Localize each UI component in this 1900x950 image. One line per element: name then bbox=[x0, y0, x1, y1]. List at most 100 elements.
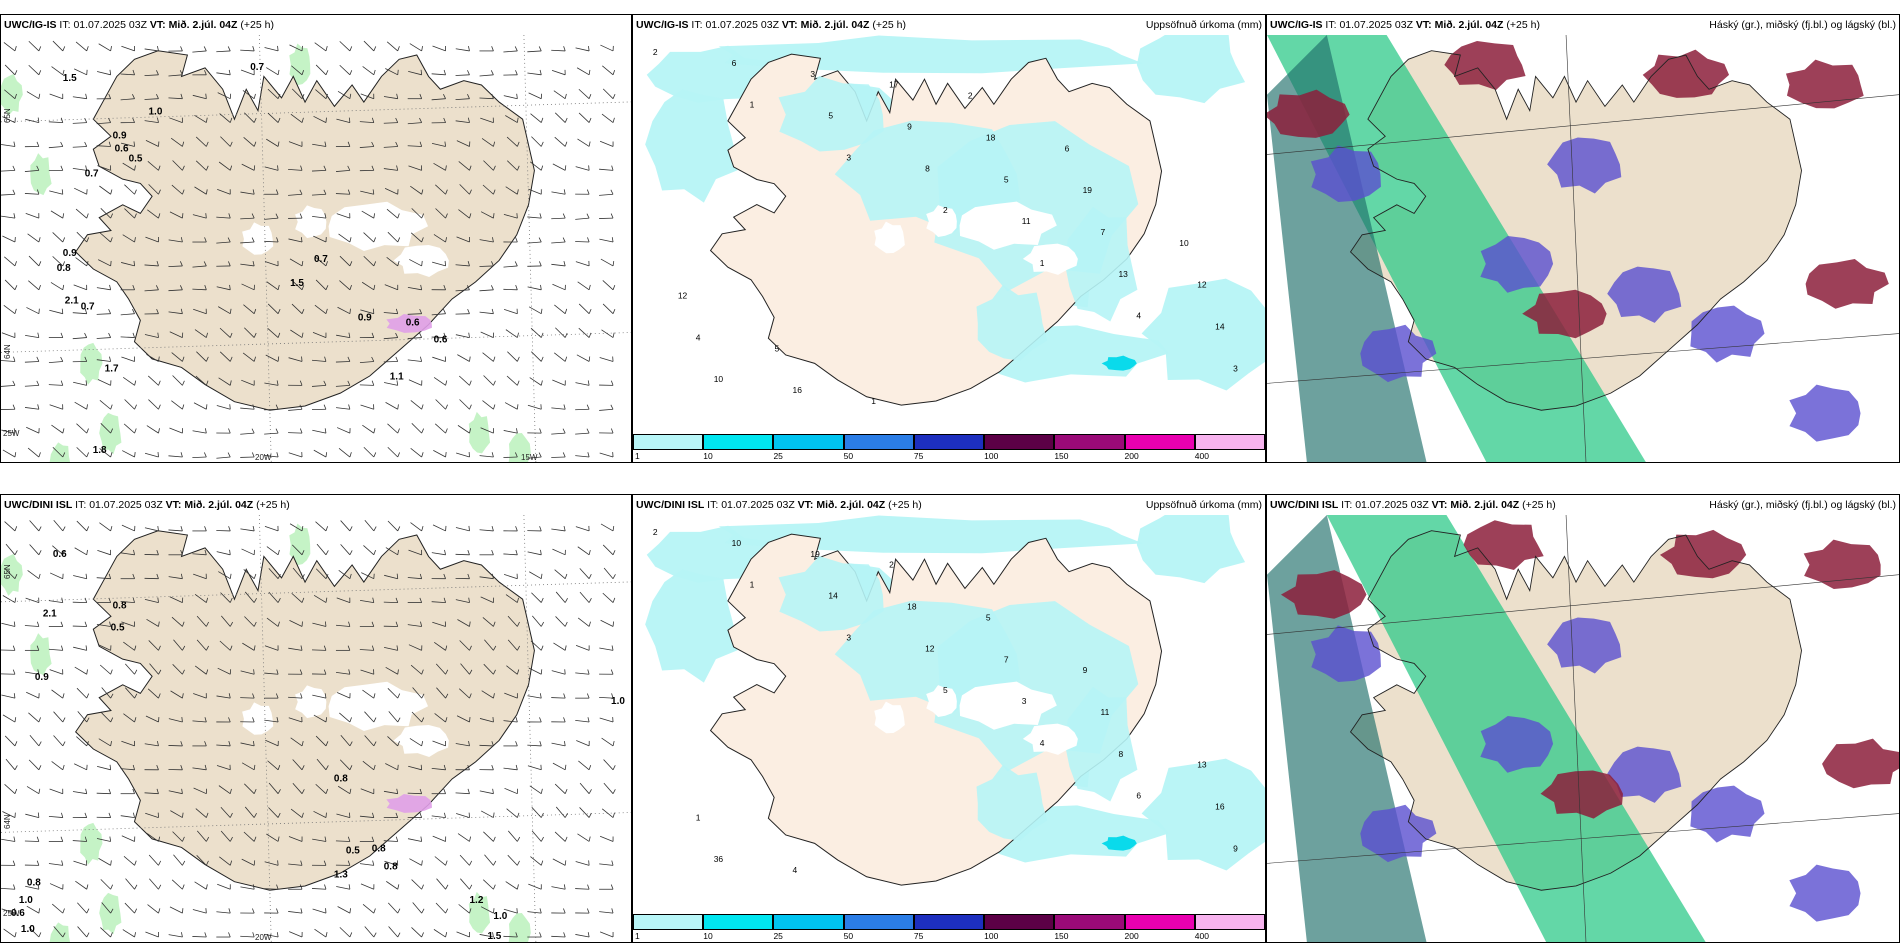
wind-barb-flag bbox=[253, 93, 256, 99]
wind-value-label: 0.9 bbox=[35, 672, 49, 683]
wind-barb bbox=[599, 911, 614, 914]
precip-colorbar: 1 10 25 50 75 100 150 200 400 bbox=[633, 432, 1265, 462]
wind-barb bbox=[384, 188, 398, 195]
wind-barb-flag bbox=[397, 428, 400, 434]
wind-barb bbox=[362, 424, 375, 434]
wind-barb-flag bbox=[62, 526, 66, 532]
wind-barb bbox=[172, 160, 183, 171]
wind-barb-flag bbox=[86, 46, 89, 52]
wind-barb-flag bbox=[371, 356, 375, 362]
wind-barb bbox=[504, 692, 518, 699]
colorbar-swatch bbox=[984, 914, 1055, 930]
wind-barb bbox=[172, 375, 183, 386]
wind-barb bbox=[148, 640, 159, 651]
wind-barb bbox=[387, 423, 399, 434]
wind-barb-flag bbox=[612, 812, 615, 818]
wind-barb bbox=[433, 377, 446, 386]
wind-barb-flag bbox=[612, 550, 616, 555]
wind-barb-flag bbox=[86, 932, 90, 938]
wind-barb bbox=[555, 616, 566, 627]
wind-barb-flag bbox=[325, 526, 329, 532]
wind-barb bbox=[527, 765, 542, 771]
wind-barb-flag bbox=[349, 932, 353, 938]
wind-barb bbox=[529, 161, 542, 171]
light-precip-area bbox=[1, 73, 23, 116]
wind-barb-flag bbox=[14, 452, 17, 458]
colorbar-tick-label: 25 bbox=[773, 931, 783, 941]
glacier-area bbox=[1022, 723, 1078, 755]
wind-barb-flag bbox=[300, 693, 303, 699]
wind-barb bbox=[527, 744, 542, 747]
wind-barb-flag bbox=[275, 693, 279, 699]
wind-barb-flag bbox=[14, 285, 18, 290]
wind-barb-flag bbox=[396, 573, 399, 579]
wind-barb bbox=[531, 136, 542, 147]
wind-barb-flag bbox=[36, 645, 40, 651]
wind-barb-flag bbox=[372, 597, 375, 603]
wind-barb-flag bbox=[588, 69, 591, 75]
wind-barb bbox=[96, 766, 111, 771]
wind-barb bbox=[4, 784, 16, 794]
wind-barb-flag bbox=[12, 404, 16, 410]
glacier-area bbox=[328, 201, 429, 251]
wind-barb bbox=[124, 399, 135, 410]
it-label: IT: bbox=[1325, 19, 1337, 31]
wind-barb-flag bbox=[540, 332, 544, 338]
wind-barb bbox=[479, 576, 494, 580]
wind-barb bbox=[383, 646, 398, 651]
wind-map[interactable]: 0.7 1.5 1.0 0.9 0.6 0.5 0.7 0.9 0.8 2.1 0.7 0.9 0.6 1… bbox=[1, 35, 631, 462]
cloud-map[interactable] bbox=[1267, 515, 1899, 942]
wind-barb bbox=[531, 592, 542, 603]
wind-barb bbox=[552, 283, 566, 291]
wind-barb bbox=[25, 813, 39, 818]
precip-map[interactable]: 2 1 3 2 1 4 3 6 5 8 11 13 14 10 3 9 5 7 12 4 16 17 18 19 10 12 5 1 2… bbox=[633, 35, 1265, 432]
light-precip-area bbox=[1, 553, 23, 596]
wind-barb bbox=[76, 423, 87, 434]
cloud-map[interactable] bbox=[1267, 35, 1899, 462]
wind-barb bbox=[434, 713, 446, 723]
wind-barb bbox=[29, 520, 40, 532]
wind-barb bbox=[120, 313, 135, 316]
wind-barb-flag bbox=[349, 550, 353, 555]
wind-barb-flag bbox=[36, 836, 40, 842]
wind-barb bbox=[602, 65, 614, 76]
wind-barb-flag bbox=[277, 284, 280, 290]
wind-barb bbox=[99, 664, 111, 675]
colorbar-tick-label: 400 bbox=[1194, 451, 1209, 461]
wind-barb-flag bbox=[349, 765, 353, 770]
wind-barb-flag bbox=[349, 788, 352, 794]
wind-barb bbox=[312, 694, 327, 699]
low-cloud-area bbox=[1480, 235, 1554, 293]
wind-barb-flag bbox=[180, 526, 183, 532]
wind-barb-flag bbox=[562, 213, 566, 219]
wind-barb bbox=[192, 767, 207, 771]
precip-value-label: 10 bbox=[1179, 238, 1189, 248]
wind-barb bbox=[1, 384, 15, 387]
wind-map[interactable]: 0.62.10.80.50.90.80.50.81.31.00.81.00.62… bbox=[1, 515, 631, 942]
precip-area bbox=[976, 764, 1048, 841]
wind-barb-flag bbox=[109, 621, 112, 627]
wind-barb-flag bbox=[86, 428, 89, 434]
wind-barb bbox=[100, 927, 111, 938]
wind-barb-flag bbox=[253, 356, 256, 362]
wind-barb-flag bbox=[86, 452, 89, 458]
wind-barb bbox=[4, 256, 16, 267]
wind-barb bbox=[384, 284, 398, 291]
wind-barb-flag bbox=[205, 356, 209, 362]
vt-value: Mið. 2.júl. 04Z bbox=[184, 499, 254, 511]
wind-barb bbox=[363, 255, 375, 267]
glacier-area bbox=[874, 221, 905, 254]
wind-barb-flag bbox=[347, 645, 351, 651]
wind-barb bbox=[360, 404, 374, 410]
wind-barb bbox=[431, 98, 446, 101]
wind-barb-flag bbox=[134, 693, 138, 699]
wind-barb bbox=[479, 97, 494, 100]
wind-barb-flag bbox=[612, 765, 616, 770]
wind-barb-flag bbox=[397, 908, 401, 914]
wind-barb bbox=[359, 121, 374, 123]
wind-value-label: 0.8 bbox=[384, 861, 398, 872]
wind-barb bbox=[144, 527, 159, 532]
wind-barb bbox=[145, 140, 159, 147]
precip-map[interactable]: 2 1 3 5 4 6 9 10 14 12 3 8 16 36 19 18 7 11 13 1 4 2 5 9 bbox=[633, 515, 1265, 912]
wind-barb-flag bbox=[38, 70, 42, 75]
